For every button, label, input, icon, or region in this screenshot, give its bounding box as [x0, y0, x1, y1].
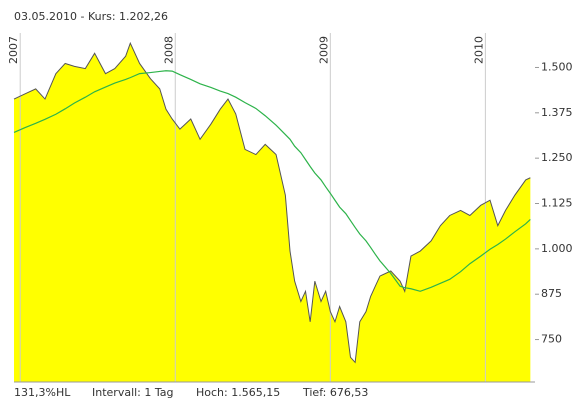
x-tick-label: 2010 [472, 36, 485, 64]
y-tick-label: 1.500 [541, 60, 573, 73]
y-tick-label: 1.125 [541, 197, 573, 210]
y-tick-label: 750 [541, 333, 562, 346]
x-tick-label: 2008 [162, 36, 175, 64]
chart-title: 03.05.2010 - Kurs: 1.202,26 [14, 10, 168, 23]
footer-item: Tief: 676,53 [302, 386, 368, 399]
moving-average-line [13, 70, 531, 292]
y-tick-label: 1.000 [541, 242, 573, 255]
x-tick-label: 2009 [317, 36, 330, 64]
footer-item: Hoch: 1.565,15 [196, 386, 280, 399]
plot [13, 33, 539, 383]
price-line [13, 41, 531, 364]
footer-item: 131,3%HL [14, 386, 71, 399]
footer-item: Intervall: 1 Tag [92, 386, 174, 399]
x-tick-label: 2007 [7, 36, 20, 64]
y-tick-label: 875 [541, 287, 562, 300]
y-tick-label: 1.250 [541, 151, 573, 164]
price-area [14, 43, 531, 382]
y-tick-label: 1.375 [541, 106, 573, 119]
